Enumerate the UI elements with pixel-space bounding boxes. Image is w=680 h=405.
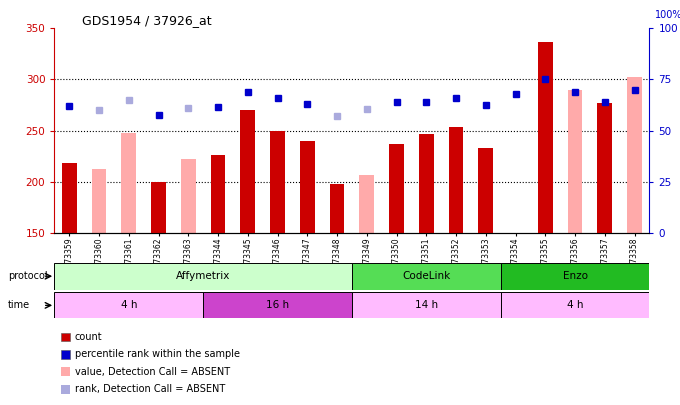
- Bar: [352, 292, 500, 318]
- Text: Enzo: Enzo: [562, 271, 588, 281]
- Bar: [359, 175, 374, 233]
- Bar: [352, 263, 500, 290]
- Bar: [151, 182, 166, 233]
- Text: GDS1954 / 37926_at: GDS1954 / 37926_at: [82, 14, 211, 27]
- Text: CodeLink: CodeLink: [402, 271, 450, 281]
- Text: Affymetrix: Affymetrix: [176, 271, 231, 281]
- Bar: [300, 141, 315, 233]
- Bar: [568, 90, 583, 233]
- Text: 4 h: 4 h: [566, 300, 583, 310]
- Text: 16 h: 16 h: [266, 300, 289, 310]
- Bar: [597, 103, 612, 233]
- Text: percentile rank within the sample: percentile rank within the sample: [75, 350, 240, 359]
- Bar: [330, 184, 345, 233]
- Bar: [240, 110, 255, 233]
- Bar: [54, 292, 203, 318]
- Bar: [203, 292, 352, 318]
- Text: value, Detection Call = ABSENT: value, Detection Call = ABSENT: [75, 367, 230, 377]
- Bar: [389, 144, 404, 233]
- Bar: [121, 133, 136, 233]
- Text: 14 h: 14 h: [415, 300, 438, 310]
- Bar: [538, 42, 553, 233]
- Bar: [54, 263, 352, 290]
- Bar: [270, 130, 285, 233]
- Text: 4 h: 4 h: [120, 300, 137, 310]
- Bar: [211, 155, 226, 233]
- Bar: [478, 148, 493, 233]
- Text: rank, Detection Call = ABSENT: rank, Detection Call = ABSENT: [75, 384, 225, 394]
- Bar: [627, 77, 642, 233]
- Bar: [500, 292, 649, 318]
- Bar: [62, 163, 77, 233]
- Text: time: time: [8, 300, 31, 309]
- Text: 100%: 100%: [656, 10, 680, 20]
- Bar: [500, 263, 649, 290]
- Bar: [449, 126, 464, 233]
- Bar: [181, 159, 196, 233]
- Bar: [419, 134, 434, 233]
- Text: protocol: protocol: [8, 271, 48, 281]
- Text: count: count: [75, 332, 103, 342]
- Bar: [92, 169, 107, 233]
